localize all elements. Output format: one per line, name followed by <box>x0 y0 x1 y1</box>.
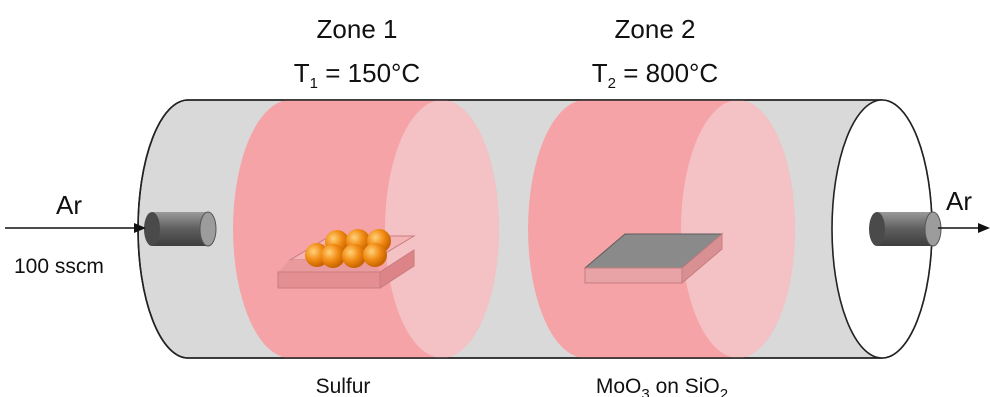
sulfur-ball <box>321 244 345 268</box>
sulfur-label: Sulfur <box>316 375 371 397</box>
heating-zone-2-face <box>681 100 795 358</box>
zone-2-title: Zone 2 <box>615 14 696 44</box>
zone-2-temperature: T2 = 800°C <box>592 58 718 92</box>
sulfur-ball <box>342 244 366 268</box>
sulfur-balls <box>305 229 391 268</box>
heating-zone-1-face <box>385 100 499 358</box>
moo3-sio2-label: MoO3 on SiO2 <box>596 375 728 397</box>
zone-1-temperature: T1 = 150°C <box>294 58 420 92</box>
inlet-flow-label: 100 sscm <box>14 255 104 278</box>
sulfur-ball <box>363 243 387 267</box>
inlet-gas-label: Ar <box>56 190 82 220</box>
inlet-arrow <box>5 223 146 233</box>
moo3-substrate <box>583 232 724 285</box>
outlet-arrow <box>938 223 990 233</box>
outlet-gas-label: Ar <box>946 186 972 216</box>
inlet-nozzle <box>144 211 217 247</box>
outlet-nozzle <box>869 211 942 247</box>
zone-1-title: Zone 1 <box>317 14 398 44</box>
